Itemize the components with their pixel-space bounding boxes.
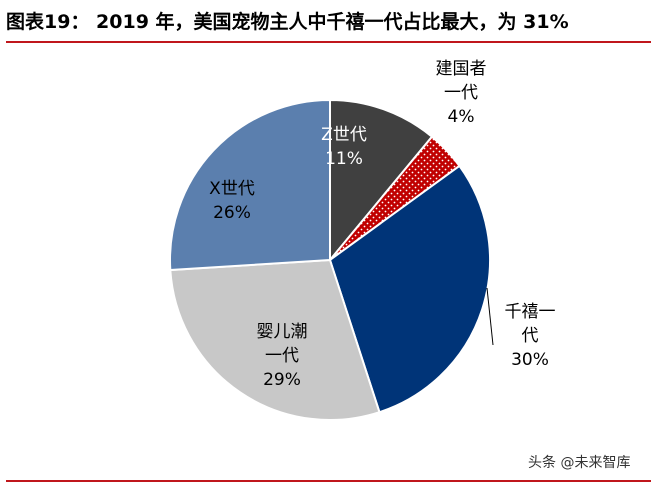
slice-labels: Z世代 11% 建国者一代 4% 千禧一代 30% 婴儿潮一代 29% X世代 26% — [209, 59, 555, 390]
pie-slice-1 — [329, 98, 434, 263]
leader-lines — [486, 287, 494, 346]
slice-label-5: X世代 26% — [209, 179, 255, 223]
slice-label-1: Z世代 11% — [321, 125, 367, 169]
footer-divider — [6, 480, 651, 482]
slice-label-4: 婴儿潮一代 29% — [257, 322, 308, 390]
figure-title: 图表19： 2019 年，美国宠物主人中千禧一代占比最大，为 31% — [6, 11, 569, 33]
pie-slice-3 — [328, 164, 491, 414]
slice-label-2: 建国者一代 4% — [436, 59, 487, 127]
watermark: 头条 @未来智库 — [528, 455, 631, 471]
slice-label-3: 千禧一代 30% — [505, 302, 556, 370]
pie-slice-5 — [169, 98, 331, 272]
leader-line-3 — [486, 287, 494, 346]
pie-slices — [169, 98, 491, 421]
pie-slice-4 — [169, 258, 381, 421]
title-divider — [6, 41, 651, 43]
